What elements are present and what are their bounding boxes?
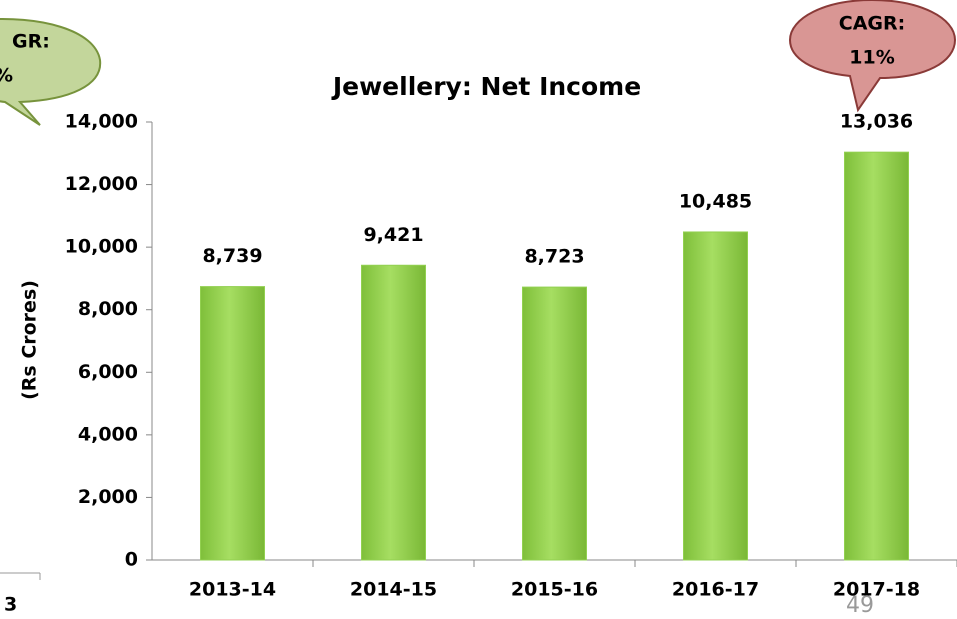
x-tick-label: 2017-18: [833, 579, 920, 601]
value-label: 8,723: [524, 246, 584, 268]
bar: [200, 286, 265, 561]
y-tick-label: 12,000: [65, 173, 138, 195]
page-number: 49: [846, 593, 874, 618]
right-bubble-text: CAGR:: [839, 13, 905, 35]
x-tick-label: 2016-17: [672, 579, 759, 601]
value-label: 10,485: [679, 190, 752, 212]
y-tick-label: 2,000: [78, 486, 138, 508]
y-tick-label: 10,000: [65, 236, 138, 258]
bar: [844, 151, 909, 561]
bar: [683, 231, 748, 561]
value-label: 13,036: [840, 111, 913, 133]
y-tick-label: 14,000: [65, 111, 138, 133]
x-tick-label: 2014-15: [350, 579, 437, 601]
y-tick-label: 0: [125, 549, 138, 571]
left-fragment: 3: [4, 594, 17, 616]
value-label: 8,739: [202, 245, 262, 267]
right-bubble-text: 11%: [849, 47, 894, 69]
y-tick-label: 4,000: [78, 423, 138, 445]
y-axis-label: (Rs Crores): [19, 280, 41, 400]
chart-title: Jewellery: Net Income: [331, 72, 641, 101]
left-bubble-text: %: [0, 65, 13, 87]
bar: [522, 286, 587, 561]
left-bubble: [0, 18, 102, 126]
bar: [361, 264, 426, 561]
left-bubble-text: GR:: [12, 31, 50, 53]
y-tick-label: 6,000: [78, 361, 138, 383]
right-bubble: [788, 0, 957, 113]
x-tick-label: 2015-16: [511, 579, 598, 601]
y-tick-label: 8,000: [78, 298, 138, 320]
x-tick-label: 2013-14: [189, 579, 276, 601]
value-label: 9,421: [363, 224, 423, 246]
